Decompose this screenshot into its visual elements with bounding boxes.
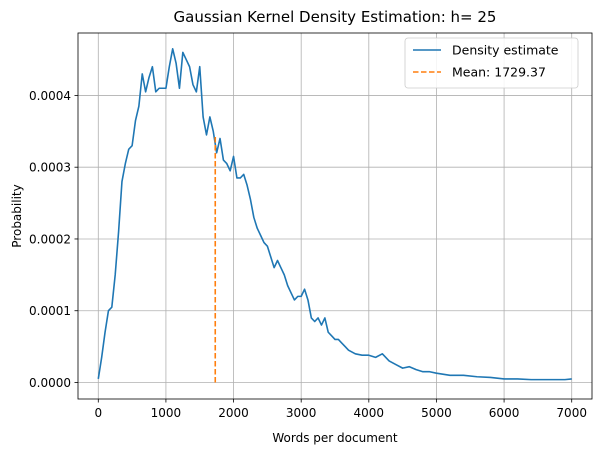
- legend-label-density: Density estimate: [452, 43, 559, 58]
- density-line: [97, 47, 572, 381]
- y-axis-label: Probability: [10, 184, 24, 247]
- y-axis: 0.0000 0.0001 0.0002 0.0003 0.0004: [29, 89, 78, 390]
- plot-frame: [77, 32, 593, 400]
- x-tick-label: 4000: [354, 406, 385, 420]
- y-tick-label: 0.0004: [29, 89, 71, 103]
- y-tick-label: 0.0001: [29, 304, 71, 318]
- chart-title: Gaussian Kernel Density Estimation: h= 2…: [174, 8, 497, 26]
- y-tick-label: 0.0003: [29, 161, 71, 175]
- x-axis: 0 1000 2000 3000 4000 5000 6000 7000: [94, 399, 587, 420]
- x-tick-label: 0: [94, 406, 102, 420]
- plot-lines: [97, 47, 572, 383]
- y-tick-label: 0.0002: [29, 232, 71, 246]
- x-tick-label: 1000: [151, 406, 182, 420]
- legend: Density estimate Mean: 1729.37: [404, 37, 579, 89]
- x-tick-label: 5000: [421, 406, 452, 420]
- y-tick-label: 0.0000: [29, 376, 71, 390]
- x-tick-label: 6000: [489, 406, 520, 420]
- grid: [78, 33, 592, 399]
- legend-box: [404, 37, 579, 89]
- x-tick-label: 7000: [556, 406, 587, 420]
- x-tick-label: 3000: [286, 406, 317, 420]
- x-axis-label: Words per document: [272, 431, 397, 445]
- legend-label-mean: Mean: 1729.37: [452, 65, 546, 80]
- x-tick-label: 2000: [218, 406, 249, 420]
